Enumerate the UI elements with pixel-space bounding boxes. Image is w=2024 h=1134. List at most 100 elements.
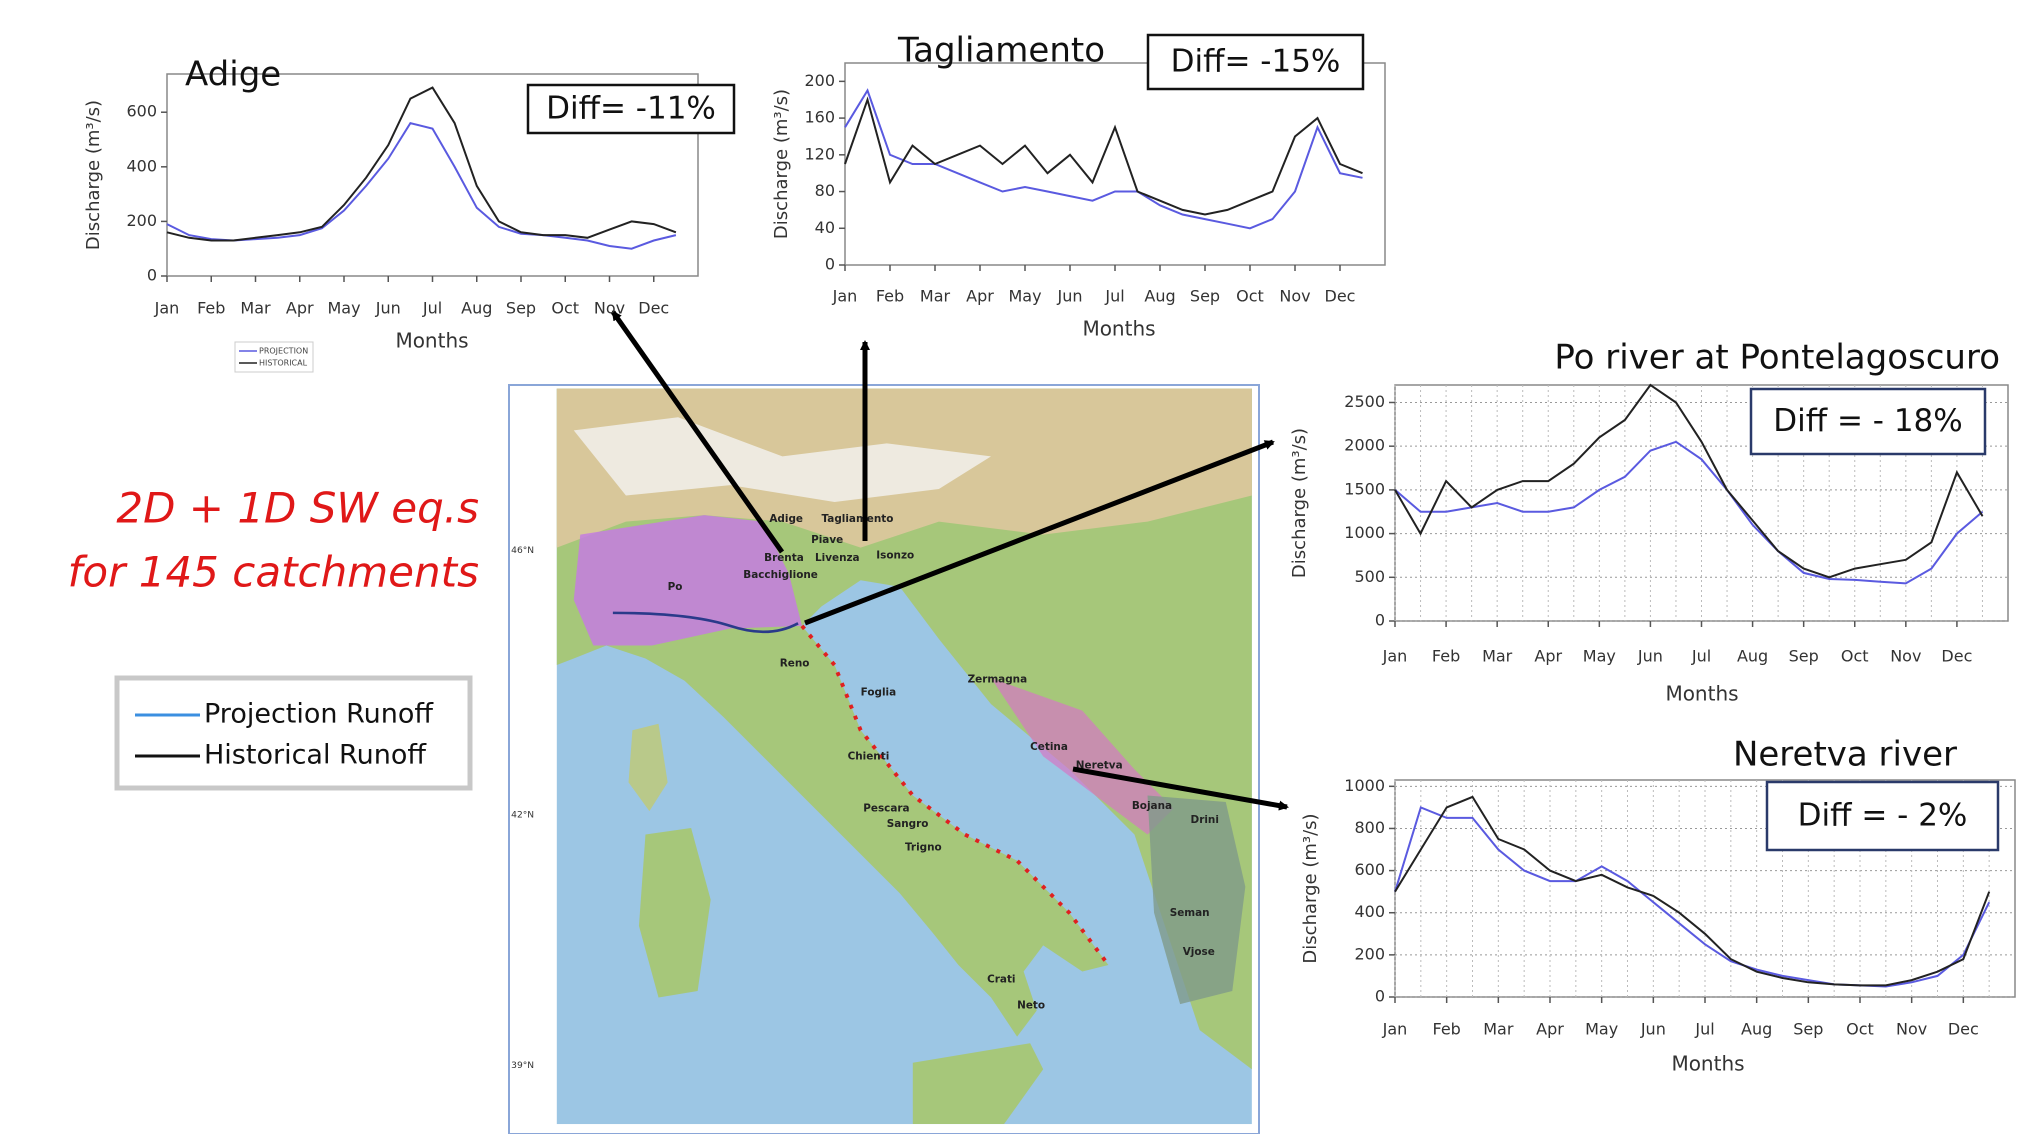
map-label: Bojana [1132, 800, 1172, 812]
x-tick-label: Jun [1640, 1020, 1666, 1039]
legend-label: Projection Runoff [204, 699, 434, 730]
x-tick-label: Jul [1694, 1020, 1714, 1039]
map-label: Trigno [905, 842, 942, 854]
chart-panel: 02004006008001000JanFebMarAprMayJunJulAu… [1300, 735, 2015, 1076]
headline: 2D + 1D SW eq.s [116, 484, 479, 533]
x-tick-label: Feb [1432, 647, 1460, 666]
x-tick-label: Jul [422, 299, 442, 318]
y-tick-label: 2000 [1344, 436, 1385, 455]
x-tick-label: Nov [594, 299, 625, 318]
x-axis-label: Months [395, 329, 468, 353]
y-tick-label: 160 [804, 108, 835, 127]
y-tick-label: 1000 [1344, 776, 1385, 795]
map-label: Seman [1170, 907, 1210, 919]
x-tick-label: May [327, 299, 360, 318]
x-tick-label: Jul [1104, 287, 1124, 306]
x-tick-label: Aug [461, 299, 492, 318]
map-label: Foglia [861, 686, 897, 698]
diff-label: Diff = - 18% [1773, 403, 1962, 439]
map-label: Drini [1191, 814, 1219, 826]
x-tick-label: Oct [1841, 647, 1869, 666]
x-tick-label: May [1583, 647, 1616, 666]
x-axis-label: Months [1665, 682, 1738, 706]
y-tick-label: 200 [126, 211, 157, 230]
x-tick-label: Aug [1741, 1020, 1772, 1039]
x-tick-label: Apr [1536, 1020, 1564, 1039]
y-tick-label: 200 [1354, 944, 1385, 963]
map-label: Isonzo [876, 550, 914, 562]
y-tick-label: 2500 [1344, 392, 1385, 411]
latitude-label: 46°N [511, 546, 534, 556]
x-tick-label: Jun [375, 299, 401, 318]
y-tick-label: 500 [1354, 567, 1385, 586]
x-tick-label: Dec [1941, 647, 1972, 666]
x-tick-label: Sep [1190, 287, 1220, 306]
slide: Adige Tagliamento Piave Brenta Livenza Isonzo… [0, 0, 2024, 1134]
x-tick-label: Nov [1279, 287, 1310, 306]
y-tick-label: 120 [804, 144, 835, 163]
x-tick-label: Apr [966, 287, 994, 306]
chart-title: Po river at Pontelagoscuro [1554, 338, 2000, 378]
x-tick-label: Jan [154, 299, 180, 318]
y-axis-label: Discharge (m³/s) [1289, 428, 1310, 578]
x-tick-label: Aug [1737, 647, 1768, 666]
x-axis-label: Months [1082, 317, 1155, 341]
x-tick-label: Feb [197, 299, 225, 318]
chart-title: Tagliamento [897, 31, 1105, 71]
map-label: Pescara [863, 802, 909, 814]
y-tick-label: 0 [825, 255, 835, 274]
map-label: Livenza [815, 552, 860, 564]
x-tick-label: Oct [551, 299, 579, 318]
x-tick-label: Sep [1793, 1020, 1823, 1039]
x-tick-label: Jan [1382, 647, 1408, 666]
map-label: Chienti [848, 750, 890, 762]
x-tick-label: Oct [1236, 287, 1264, 306]
x-tick-label: Mar [240, 299, 271, 318]
map-label: Crati [987, 973, 1015, 985]
x-tick-label: Oct [1846, 1020, 1874, 1039]
y-tick-label: 1500 [1344, 479, 1385, 498]
x-tick-label: Mar [1483, 1020, 1514, 1039]
map-label: Piave [811, 534, 843, 546]
y-tick-label: 0 [1375, 611, 1385, 630]
x-tick-label: Jun [1057, 287, 1083, 306]
y-tick-label: 600 [1354, 860, 1385, 879]
y-tick-label: 200 [804, 71, 835, 90]
x-tick-label: May [1008, 287, 1041, 306]
legend-label: Historical Runoff [204, 740, 427, 771]
y-axis-label: Discharge (m³/s) [771, 89, 792, 239]
x-tick-label: Jul [1691, 647, 1711, 666]
diff-label: Diff= -11% [546, 91, 716, 127]
x-tick-label: Jan [1382, 1020, 1408, 1039]
map-label: Vjose [1183, 946, 1215, 958]
legend-box [117, 678, 470, 788]
y-axis-label: Discharge (m³/s) [83, 100, 104, 250]
x-tick-label: Dec [638, 299, 669, 318]
chart-title: Neretva river [1733, 735, 1957, 775]
map-label: Brenta [764, 552, 804, 564]
x-axis-label: Months [1671, 1052, 1744, 1076]
map-label: Cetina [1030, 741, 1068, 753]
y-tick-label: 400 [1354, 902, 1385, 921]
x-tick-label: Sep [506, 299, 536, 318]
map-label: Reno [780, 658, 810, 670]
x-tick-label: Dec [1948, 1020, 1979, 1039]
x-tick-label: Nov [1896, 1020, 1927, 1039]
diff-label: Diff= -15% [1171, 44, 1341, 80]
y-tick-label: 400 [126, 156, 157, 175]
map: AdigeTagliamentoPiaveBrentaLivenzaIsonzo… [509, 385, 1259, 1134]
headline: for 145 catchments [68, 548, 479, 597]
x-tick-label: Nov [1890, 647, 1921, 666]
y-tick-label: 600 [126, 102, 157, 121]
x-tick-label: Aug [1144, 287, 1175, 306]
map-label: Neto [1017, 999, 1045, 1011]
y-tick-label: 80 [815, 181, 835, 200]
map-label: Sangro [887, 818, 929, 830]
x-tick-label: Mar [920, 287, 951, 306]
map-label: Adige [769, 513, 803, 525]
diff-label: Diff = - 2% [1798, 798, 1968, 834]
y-tick-label: 800 [1354, 818, 1385, 837]
